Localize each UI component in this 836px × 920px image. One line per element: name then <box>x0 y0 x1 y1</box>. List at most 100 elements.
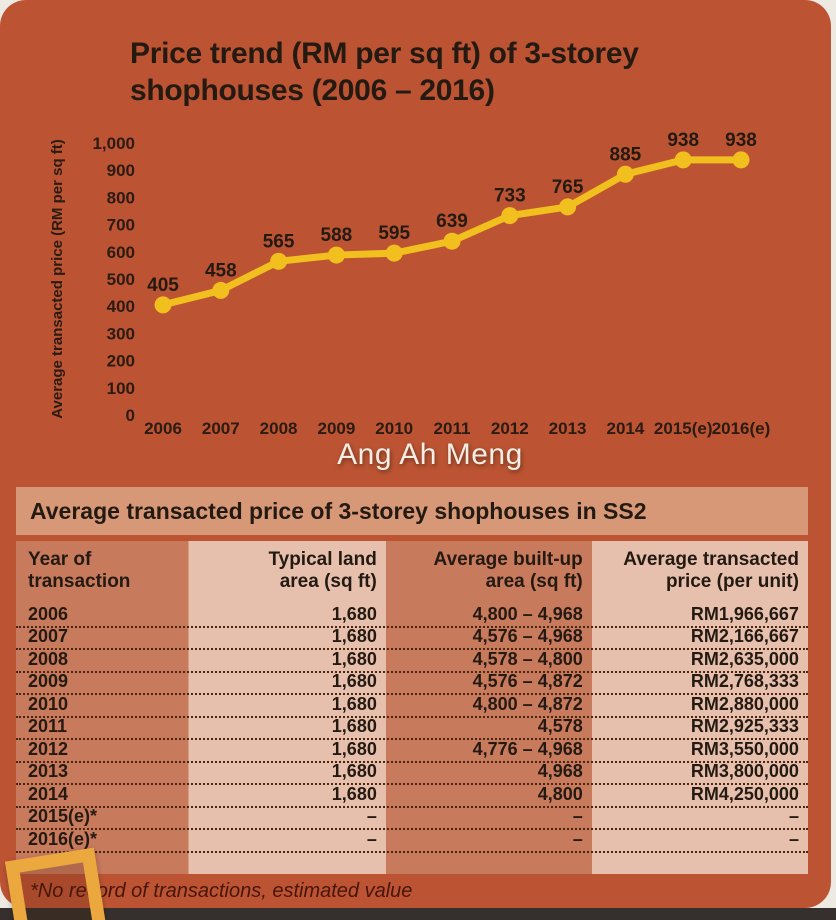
data-label: 938 <box>667 130 699 151</box>
data-label: 938 <box>725 130 757 151</box>
x-tick-label: 2008 <box>260 419 298 438</box>
table-cell: 2016(e)* <box>28 828 98 849</box>
data-label: 885 <box>610 144 642 165</box>
table-row: 2013 1,680 4,968 RM3,800,000 <box>16 761 808 785</box>
table-row: 2011 1,680 4,578 RM2,925,333 <box>16 716 808 740</box>
chart-title-line1: Price trend (RM per sq ft) of 3-storey <box>130 37 639 70</box>
data-label: 588 <box>321 225 353 246</box>
data-label: 565 <box>263 231 295 252</box>
x-tick-label: 2014 <box>606 419 644 438</box>
table-cell: 1,680 <box>331 716 377 736</box>
table-cell: – <box>366 828 377 849</box>
table-cell: RM2,635,000 <box>690 648 799 669</box>
table-row: 2016(e)* – – – <box>16 828 808 853</box>
y-tick-label: 1,000 <box>92 134 135 153</box>
watermark: Ang Ah Meng <box>337 438 523 471</box>
data-label: 733 <box>494 186 526 207</box>
table-cell: 2009 <box>28 671 69 691</box>
data-label: 595 <box>378 223 410 244</box>
table-row: 2008 1,680 4,578 – 4,800 RM2,635,000 <box>16 648 808 673</box>
y-tick-label: 400 <box>107 297 135 316</box>
table-cell: 4,800 – 4,968 <box>472 603 583 624</box>
table-cell: 4,968 <box>537 761 583 781</box>
table-cell: 2007 <box>28 626 69 646</box>
chart-title: Price trend (RM per sq ft) of 3-storey s… <box>130 36 639 109</box>
table-row: 2009 1,680 4,576 – 4,872 RM2,768,333 <box>16 671 808 695</box>
table-cell: – <box>572 806 583 826</box>
y-tick-label: 600 <box>107 243 135 262</box>
table-cell: 2014 <box>28 783 69 804</box>
table-cell: 2012 <box>28 738 69 759</box>
table-cell: 4,776 – 4,968 <box>472 738 583 759</box>
x-tick-label: 2016(e) <box>712 419 771 438</box>
data-point <box>154 296 172 314</box>
data-point <box>327 246 345 264</box>
bottom-strip <box>0 908 836 920</box>
table-cell: 2013 <box>28 761 69 781</box>
x-tick-label: 2006 <box>144 419 182 438</box>
y-tick-label: 500 <box>107 270 135 289</box>
table-cell: RM2,880,000 <box>690 693 799 714</box>
table-row: 2014 1,680 4,800 RM4,250,000 <box>16 783 808 808</box>
data-point <box>559 198 577 216</box>
table-cell: 4,576 – 4,968 <box>472 626 583 646</box>
table-row: 2012 1,680 4,776 – 4,968 RM3,550,000 <box>16 738 808 763</box>
table-cell: 4,576 – 4,872 <box>472 671 583 691</box>
table-cell: 4,578 <box>537 716 583 736</box>
table-cell: 1,680 <box>331 783 377 804</box>
table-cell: 1,680 <box>331 693 377 714</box>
data-point <box>385 244 403 262</box>
data-point <box>732 151 750 169</box>
table-cell: RM3,550,000 <box>690 738 799 759</box>
x-tick-label: 2009 <box>317 419 355 438</box>
data-point <box>501 207 519 225</box>
chart-title-line2: shophouses (2006 – 2016) <box>130 73 495 107</box>
y-axis-title: Average transacted price (RM per sq ft) <box>49 139 66 419</box>
footnote: *No record of transactions, estimated va… <box>30 880 413 902</box>
table-cell: 2015(e)* <box>28 806 98 826</box>
data-point <box>616 165 634 183</box>
table-cell: 2006 <box>28 603 69 624</box>
data-label: 765 <box>552 177 584 198</box>
table-cell: 2011 <box>28 716 68 736</box>
price-table: Average transacted price of 3-storey sho… <box>16 487 808 874</box>
x-tick-label: 2013 <box>549 419 587 438</box>
data-point <box>674 151 692 169</box>
x-tick-label: 2012 <box>491 419 529 438</box>
table-cell: 1,680 <box>331 761 377 781</box>
table-cell: – <box>366 806 377 826</box>
frame-decoration <box>4 847 110 920</box>
column-header: Average transacted price (per unit) <box>623 549 799 593</box>
table-cell: – <box>788 828 799 849</box>
table-cell: – <box>572 828 583 849</box>
table-cell: 2008 <box>28 648 69 669</box>
data-point <box>212 281 230 299</box>
y-tick-label: 800 <box>107 188 135 207</box>
table-cell: RM1,966,667 <box>690 603 799 624</box>
data-label: 458 <box>205 260 237 281</box>
column-header: Typical land area (sq ft) <box>268 549 377 593</box>
table-cell: 1,680 <box>331 603 377 624</box>
table-cell: RM4,250,000 <box>690 783 799 804</box>
table-cell: 2010 <box>28 693 69 714</box>
table-cell: RM2,768,333 <box>690 671 799 691</box>
table-cell: 4,800 <box>537 783 583 804</box>
table-cell: RM2,925,333 <box>690 716 799 736</box>
table-title: Average transacted price of 3-storey sho… <box>16 487 808 535</box>
data-point <box>270 252 288 270</box>
x-tick-label: 2015(e) <box>654 419 713 438</box>
table-cell: 4,800 – 4,872 <box>472 693 583 714</box>
data-point <box>443 232 461 250</box>
table-cell: RM2,166,667 <box>690 626 799 646</box>
x-tick-label: 2010 <box>375 419 413 438</box>
table-cell: 4,578 – 4,800 <box>472 648 583 669</box>
table-header-row: Year of transaction Typical land area (sq f… <box>16 541 808 601</box>
table-body: 2006 1,680 4,800 – 4,968 RM1,966,667 2007 1,6… <box>16 603 808 853</box>
data-label: 405 <box>147 275 179 296</box>
trend-line <box>159 156 745 309</box>
column-header: Year of transaction <box>28 549 131 593</box>
table-row: 2006 1,680 4,800 – 4,968 RM1,966,667 <box>16 603 808 628</box>
table-row: 2015(e)* – – – <box>16 806 808 830</box>
